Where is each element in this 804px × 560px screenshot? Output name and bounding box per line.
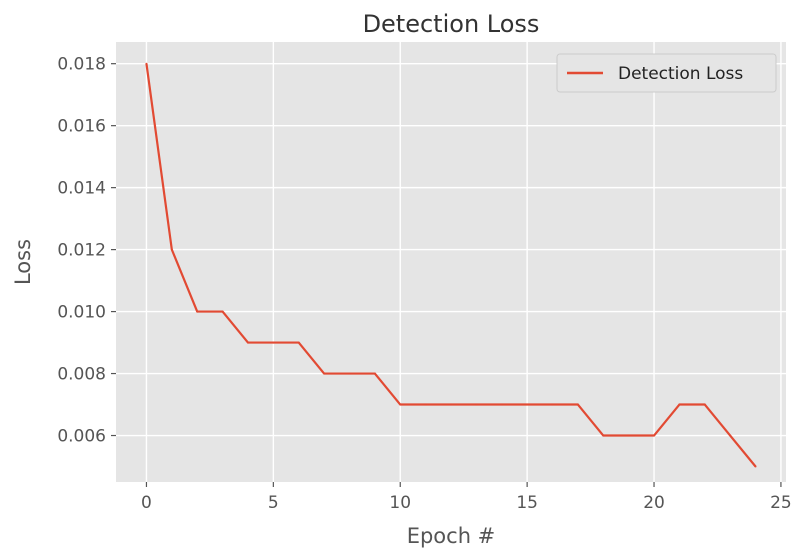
data-point <box>297 341 300 344</box>
y-tick-label: 0.012 <box>57 241 106 261</box>
x-tick-label: 0 <box>141 493 152 513</box>
x-tick-label: 10 <box>389 493 411 513</box>
data-point <box>703 403 706 406</box>
data-point <box>576 403 579 406</box>
legend: Detection Loss <box>556 53 777 93</box>
data-point <box>221 310 224 313</box>
data-point <box>272 341 275 344</box>
legend-box <box>556 53 777 93</box>
x-tick-label: 25 <box>770 493 792 513</box>
data-point <box>450 403 452 406</box>
data-point <box>500 403 503 406</box>
x-tick-label: 20 <box>643 493 665 513</box>
data-point <box>196 310 199 313</box>
data-point <box>170 248 173 251</box>
x-tick-label: 5 <box>268 493 279 513</box>
x-axis-label: Epoch # <box>407 524 496 548</box>
data-point <box>399 403 402 406</box>
plot-area <box>116 42 786 482</box>
data-point <box>475 403 478 406</box>
y-tick-label: 0.008 <box>57 365 106 385</box>
y-axis-label: Loss <box>11 239 35 285</box>
data-point <box>348 372 351 375</box>
y-axis: 0.006 0.008 0.010 0.012 0.014 0.016 0.018 <box>57 55 116 447</box>
data-point <box>373 372 376 375</box>
data-point <box>602 434 605 437</box>
series-lines <box>145 62 757 468</box>
x-axis: 0 5 10 15 20 25 <box>141 482 792 513</box>
legend-label: Detection Loss <box>618 64 743 84</box>
data-point <box>729 434 732 437</box>
y-tick-label: 0.016 <box>57 117 106 137</box>
chart-title: Detection Loss <box>363 10 540 38</box>
data-point <box>754 465 757 468</box>
data-point <box>246 341 249 344</box>
data-point <box>551 403 554 406</box>
x-tick-label: 15 <box>516 493 538 513</box>
data-point <box>653 434 656 437</box>
y-tick-label: 0.006 <box>57 427 106 447</box>
y-tick-label: 0.014 <box>57 179 106 199</box>
data-point <box>526 403 529 406</box>
data-point <box>424 403 427 406</box>
data-point <box>678 403 681 406</box>
data-point <box>627 434 630 437</box>
data-point <box>145 62 148 65</box>
y-tick-label: 0.010 <box>57 303 106 323</box>
y-tick-label: 0.018 <box>57 55 106 75</box>
data-point <box>323 372 326 375</box>
